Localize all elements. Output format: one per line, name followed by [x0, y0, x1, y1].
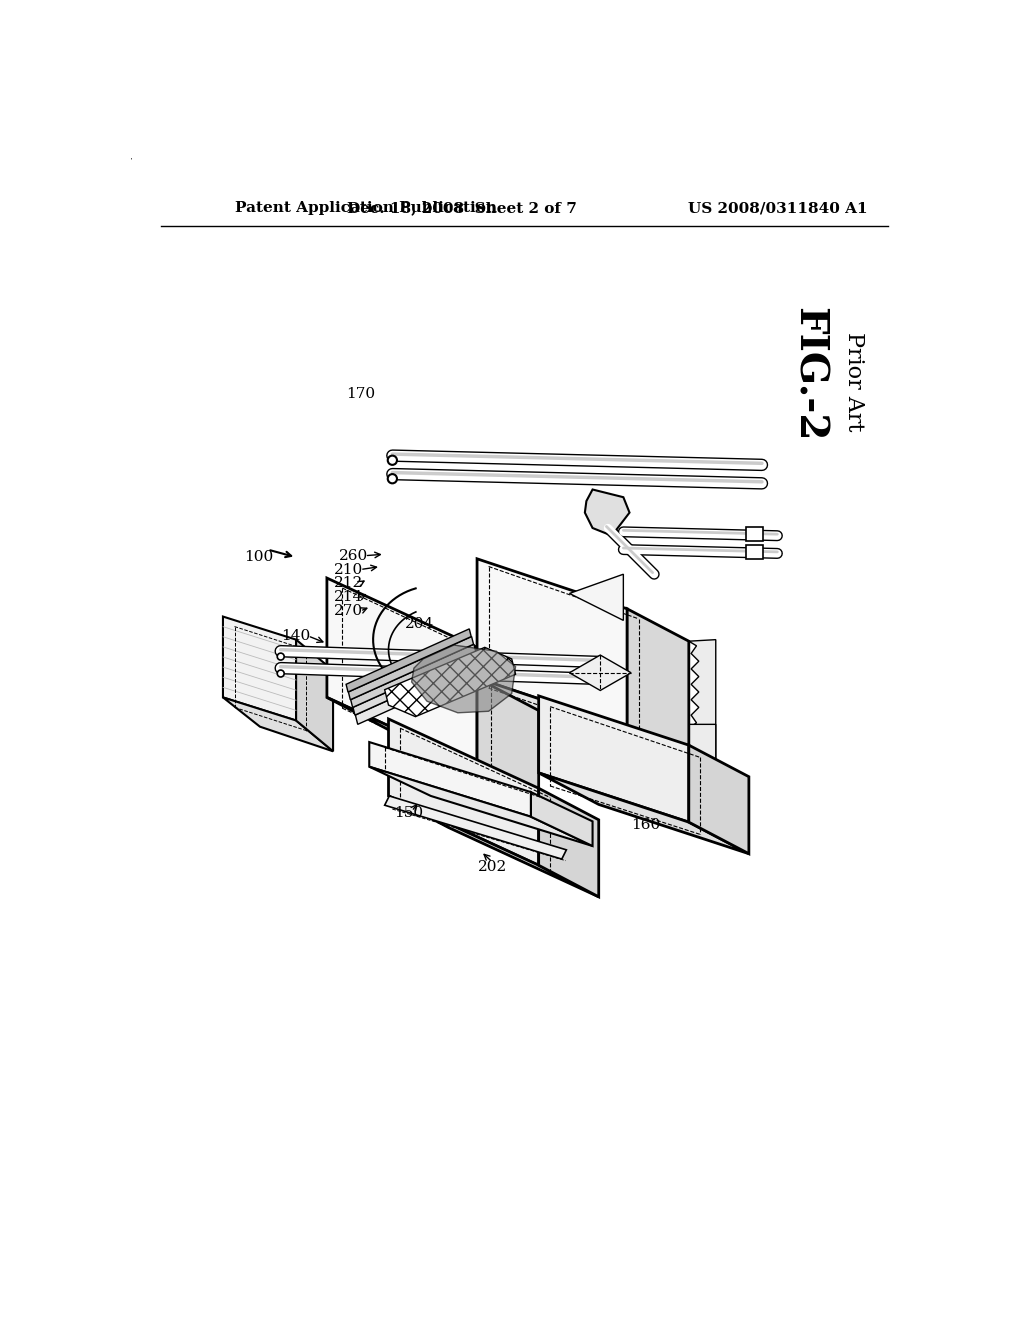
- FancyBboxPatch shape: [745, 545, 763, 558]
- Text: Prior Art: Prior Art: [844, 331, 865, 432]
- Circle shape: [388, 455, 397, 465]
- Text: 260: 260: [339, 549, 368, 562]
- Text: 210: 210: [334, 562, 364, 577]
- Polygon shape: [370, 742, 531, 817]
- Polygon shape: [477, 558, 628, 729]
- Polygon shape: [353, 652, 478, 715]
- Polygon shape: [569, 655, 631, 690]
- Polygon shape: [628, 725, 716, 789]
- Polygon shape: [689, 744, 749, 854]
- Text: 160: 160: [631, 818, 660, 832]
- Text: US 2008/0311840 A1: US 2008/0311840 A1: [687, 202, 867, 215]
- Polygon shape: [477, 647, 539, 799]
- Polygon shape: [370, 767, 593, 846]
- Text: 204: 204: [404, 618, 434, 631]
- Polygon shape: [348, 636, 473, 700]
- Polygon shape: [689, 640, 716, 759]
- Polygon shape: [388, 719, 539, 866]
- Text: FIG.-2: FIG.-2: [790, 306, 827, 441]
- Polygon shape: [223, 616, 296, 721]
- Polygon shape: [327, 578, 477, 767]
- Polygon shape: [585, 490, 630, 536]
- Polygon shape: [477, 678, 689, 760]
- Polygon shape: [539, 788, 599, 896]
- Text: 150: 150: [394, 807, 423, 820]
- Polygon shape: [539, 774, 749, 854]
- Text: 100: 100: [245, 550, 273, 564]
- Polygon shape: [385, 647, 515, 717]
- Text: 170: 170: [346, 387, 375, 401]
- Polygon shape: [327, 697, 539, 799]
- Circle shape: [278, 671, 285, 677]
- Polygon shape: [223, 697, 333, 751]
- FancyBboxPatch shape: [745, 527, 763, 541]
- Polygon shape: [539, 696, 689, 822]
- Polygon shape: [346, 628, 471, 692]
- Polygon shape: [355, 660, 481, 725]
- Text: 202: 202: [478, 859, 507, 874]
- Text: 214: 214: [334, 590, 364, 605]
- Text: Dec. 18, 2008  Sheet 2 of 7: Dec. 18, 2008 Sheet 2 of 7: [347, 202, 577, 215]
- Circle shape: [278, 653, 285, 660]
- Text: 140: 140: [282, 628, 310, 643]
- Polygon shape: [531, 792, 593, 846]
- Text: 212: 212: [334, 577, 364, 590]
- Polygon shape: [296, 640, 333, 751]
- Polygon shape: [385, 796, 566, 859]
- Polygon shape: [628, 609, 689, 760]
- Text: Patent Application Publication: Patent Application Publication: [234, 202, 497, 215]
- Circle shape: [388, 474, 397, 483]
- Text: 270: 270: [334, 605, 362, 618]
- Polygon shape: [412, 645, 515, 713]
- Polygon shape: [388, 796, 599, 896]
- Polygon shape: [569, 574, 624, 620]
- Polygon shape: [350, 644, 476, 708]
